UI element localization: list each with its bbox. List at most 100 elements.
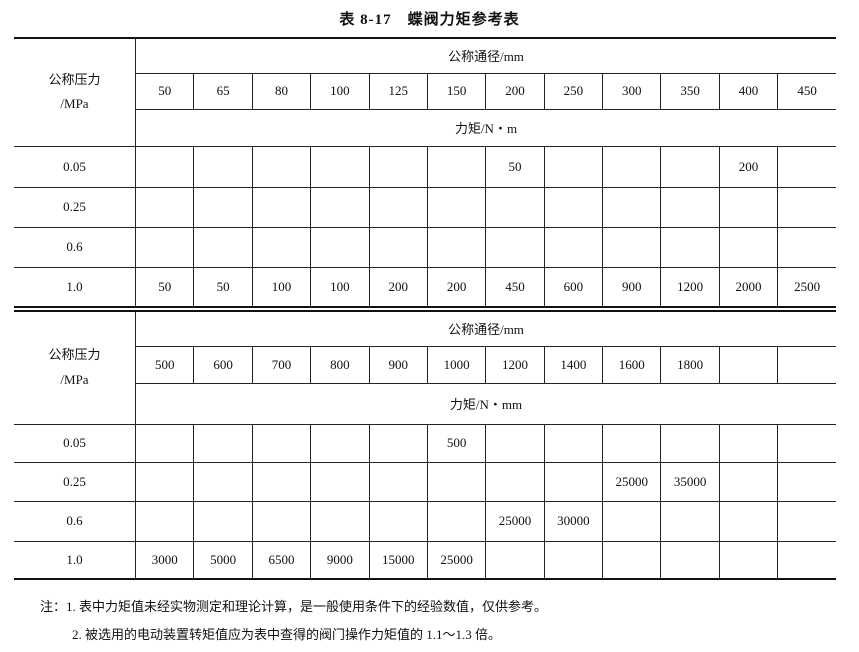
torque-cell: 25000 xyxy=(426,540,487,580)
torque-cell xyxy=(310,145,370,188)
diameter-cell: 1800 xyxy=(660,345,720,384)
torque-cell xyxy=(426,186,487,228)
pressure-header-unit: /MPa xyxy=(60,96,89,112)
torque-cell xyxy=(718,186,779,228)
torque-cell xyxy=(660,423,720,463)
table-title: 表 8-17 蝶阀力矩参考表 xyxy=(339,12,520,28)
torque-cell xyxy=(134,145,195,188)
torque-cell: 25000 xyxy=(485,500,545,542)
torque-cell xyxy=(777,186,836,228)
torque-cell xyxy=(660,540,720,580)
pressure-header: 公称压力/MPa xyxy=(14,37,136,147)
torque-cell xyxy=(718,540,779,580)
torque-cell xyxy=(601,540,662,580)
torque-table-2: 公称压力/MPa 公称通径/mm 500 600 700 800 900 1000 1200 14… xyxy=(14,310,836,580)
torque-cell: 600 xyxy=(543,266,604,308)
torque-cell xyxy=(251,226,312,268)
torque-cell xyxy=(601,186,662,228)
torque-cell xyxy=(601,500,662,542)
torque-cell: 2500 xyxy=(777,266,836,308)
torque-cell: 30000 xyxy=(543,500,604,542)
torque-cell xyxy=(310,461,370,502)
torque-cell xyxy=(134,226,195,268)
torque-table-1: 公称压力/MPa 公称通径/mm 50 65 80 100 125 150 200 250 300 3… xyxy=(14,37,836,308)
header-row: 公称压力/MPa 公称通径/mm xyxy=(14,310,836,425)
torque-cell xyxy=(251,461,312,502)
torque-cell: 35000 xyxy=(660,461,720,502)
torque-cell xyxy=(718,461,779,502)
torque-cell xyxy=(310,423,370,463)
diameter-row: 50 65 80 100 125 150 200 250 300 350 400 450 xyxy=(14,72,836,110)
diameter-cell: 50 xyxy=(134,72,195,110)
torque-cell xyxy=(310,500,370,542)
diameter-cell: 500 xyxy=(134,345,195,384)
torque-cell: 9000 xyxy=(310,540,370,580)
torque-cell xyxy=(134,500,195,542)
torque-cell xyxy=(777,500,836,542)
table-row: 1.0 3000 5000 6500 9000 15000 25000 xyxy=(14,540,836,580)
diameter-cell: 80 xyxy=(251,72,312,110)
torque-cell xyxy=(543,226,604,268)
torque-cell xyxy=(193,461,253,502)
torque-cell: 50 xyxy=(193,266,253,308)
torque-cell xyxy=(310,186,370,228)
diameter-cell xyxy=(777,345,836,384)
torque-cell xyxy=(718,500,779,542)
torque-cell: 200 xyxy=(426,266,487,308)
table-row: 0.6 25000 30000 xyxy=(14,500,836,542)
diameter-cell: 100 xyxy=(310,72,370,110)
torque-cell xyxy=(368,145,428,188)
torque-header-row: 力矩/N・mm xyxy=(14,382,836,425)
torque-cell xyxy=(543,423,604,463)
pressure-cell: 0.25 xyxy=(14,186,136,228)
torque-cell xyxy=(777,461,836,502)
table-row: 1.0 50 50 100 100 200 200 450 600 900 1200 2000 2500 xyxy=(14,266,836,308)
torque-cell: 100 xyxy=(310,266,370,308)
torque-cell: 5000 xyxy=(193,540,253,580)
torque-cell xyxy=(485,226,545,268)
diameter-cell: 900 xyxy=(368,345,428,384)
diameter-cell: 1200 xyxy=(485,345,545,384)
torque-cell xyxy=(251,186,312,228)
torque-cell: 1200 xyxy=(660,266,720,308)
diameter-cell: 1400 xyxy=(543,345,604,384)
torque-cell xyxy=(368,423,428,463)
torque-cell: 3000 xyxy=(134,540,195,580)
torque-cell: 200 xyxy=(368,266,428,308)
diameter-cell: 300 xyxy=(601,72,662,110)
torque-cell xyxy=(193,500,253,542)
torque-cell xyxy=(718,423,779,463)
diameter-cell: 200 xyxy=(485,72,545,110)
torque-cell xyxy=(543,540,604,580)
pressure-header-label: 公称压力 xyxy=(48,347,101,363)
header-row: 公称压力/MPa 公称通径/mm xyxy=(14,37,836,147)
torque-cell xyxy=(660,186,720,228)
table-row: 0.6 xyxy=(14,226,836,268)
torque-cell xyxy=(485,186,545,228)
diameter-cell: 400 xyxy=(718,72,779,110)
pressure-cell: 1.0 xyxy=(14,540,136,580)
diameter-cell: 65 xyxy=(193,72,253,110)
torque-cell: 900 xyxy=(601,266,662,308)
torque-cell: 200 xyxy=(718,145,779,188)
torque-cell: 15000 xyxy=(368,540,428,580)
pressure-cell: 0.6 xyxy=(14,226,136,268)
torque-cell: 500 xyxy=(426,423,487,463)
torque-cell: 2000 xyxy=(718,266,779,308)
torque-cell xyxy=(134,186,195,228)
diameter-cell: 450 xyxy=(777,72,836,110)
torque-cell xyxy=(601,145,662,188)
torque-cell xyxy=(426,145,487,188)
torque-cell xyxy=(426,500,487,542)
torque-cell xyxy=(193,186,253,228)
torque-cell xyxy=(485,423,545,463)
torque-cell xyxy=(251,500,312,542)
pressure-header: 公称压力/MPa xyxy=(14,310,136,425)
torque-cell xyxy=(193,423,253,463)
pressure-cell: 1.0 xyxy=(14,266,136,308)
diameter-cell: 800 xyxy=(310,345,370,384)
pressure-cell: 0.25 xyxy=(14,461,136,502)
torque-cell xyxy=(193,226,253,268)
torque-cell xyxy=(485,461,545,502)
torque-cell xyxy=(601,423,662,463)
